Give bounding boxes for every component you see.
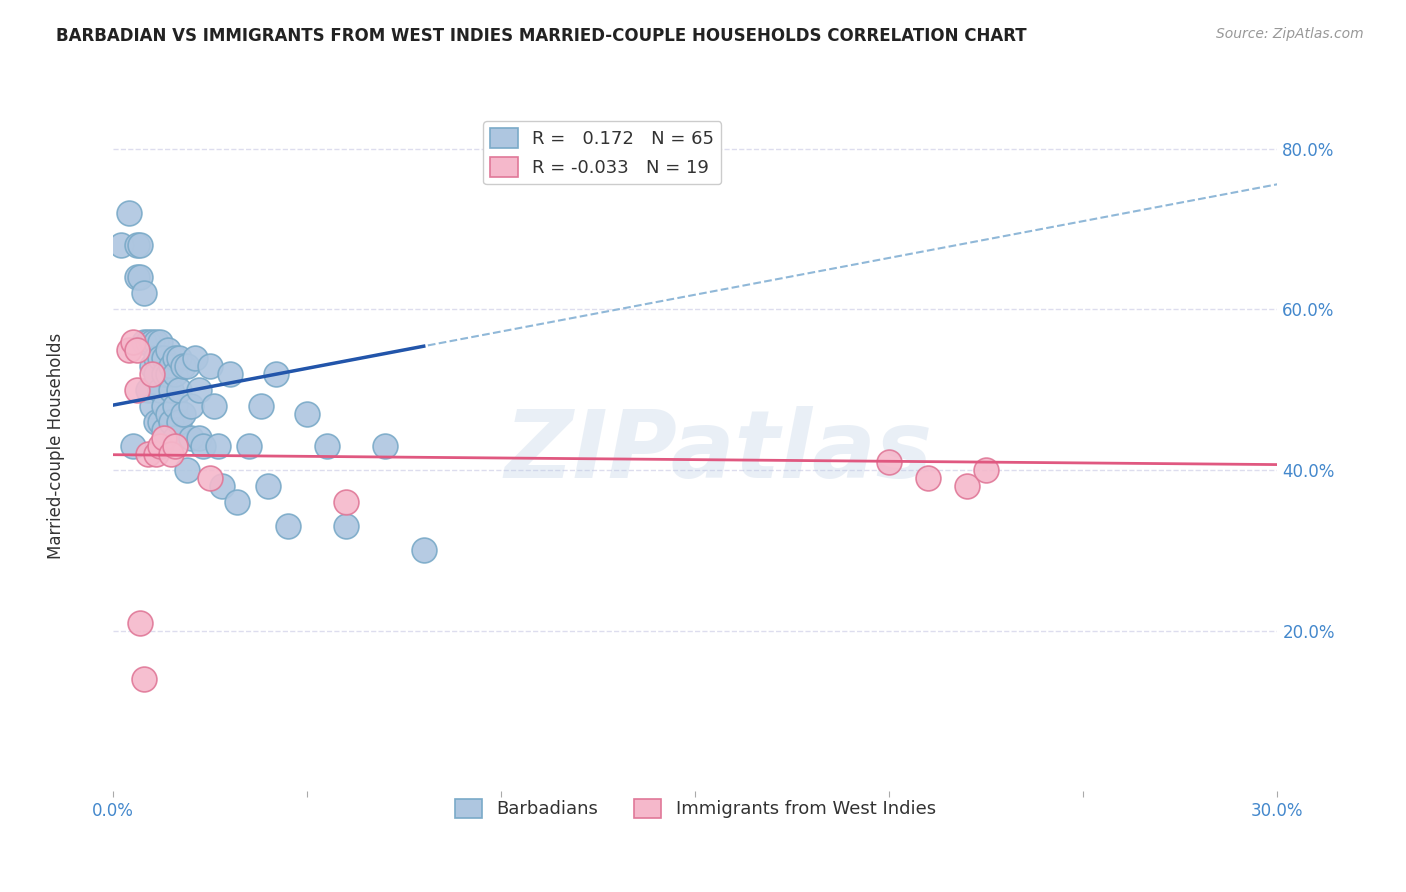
Point [156,367,179,381]
Point [238,439,260,453]
Point [184,351,207,365]
Point [200,359,222,373]
Point [187,431,209,445]
Point [141,334,163,349]
Point [145,415,167,429]
Point [176,463,198,477]
Point [145,351,167,365]
Point [187,383,209,397]
Point [156,343,179,357]
Point [118,206,141,220]
Point [249,399,271,413]
Point [125,343,148,357]
Point [136,447,159,461]
Point [160,383,183,397]
Point [207,439,229,453]
Point [165,351,187,365]
Point [149,351,172,365]
Text: ZIPatlas: ZIPatlas [505,406,932,498]
Point [165,399,187,413]
Point [167,383,190,397]
Point [152,431,174,445]
Point [165,431,187,445]
Point [160,415,183,429]
Point [297,407,319,421]
Point [374,439,396,453]
Point [160,359,183,373]
Point [172,407,194,421]
Point [165,439,187,453]
Point [226,495,249,509]
Point [335,519,357,533]
Point [156,407,179,421]
Point [335,495,357,509]
Point [176,359,198,373]
Point [211,479,233,493]
Point [152,423,174,437]
Text: BARBADIAN VS IMMIGRANTS FROM WEST INDIES MARRIED-COUPLE HOUSEHOLDS CORRELATION C: BARBADIAN VS IMMIGRANTS FROM WEST INDIES… [56,27,1026,45]
Point [134,334,156,349]
Point [129,615,152,630]
Point [879,455,901,469]
Point [315,439,337,453]
Point [136,334,159,349]
Point [167,351,190,365]
Point [145,367,167,381]
Point [277,519,299,533]
Point [149,334,172,349]
Point [152,367,174,381]
Point [180,399,202,413]
Text: Source: ZipAtlas.com: Source: ZipAtlas.com [1216,27,1364,41]
Point [191,439,214,453]
Point [141,359,163,373]
Point [172,359,194,373]
Text: Married-couple Households: Married-couple Households [48,333,65,559]
Point [264,367,287,381]
Point [165,367,187,381]
Point [167,415,190,429]
Point [129,270,152,285]
Point [134,286,156,301]
Point [141,399,163,413]
Point [121,334,143,349]
Legend: Barbadians, Immigrants from West Indies: Barbadians, Immigrants from West Indies [447,791,943,826]
Point [125,238,148,252]
Point [149,415,172,429]
Point [218,367,240,381]
Point [976,463,998,477]
Point [125,270,148,285]
Point [125,383,148,397]
Point [145,447,167,461]
Point [129,238,152,252]
Point [412,543,434,558]
Point [180,431,202,445]
Point [145,334,167,349]
Point [152,399,174,413]
Point [149,383,172,397]
Point [134,672,156,686]
Point [118,343,141,357]
Point [136,383,159,397]
Point [121,439,143,453]
Point [202,399,225,413]
Point [257,479,280,493]
Point [149,439,172,453]
Point [110,238,132,252]
Point [956,479,979,493]
Point [141,367,163,381]
Point [160,447,183,461]
Point [917,471,939,485]
Point [200,471,222,485]
Point [152,351,174,365]
